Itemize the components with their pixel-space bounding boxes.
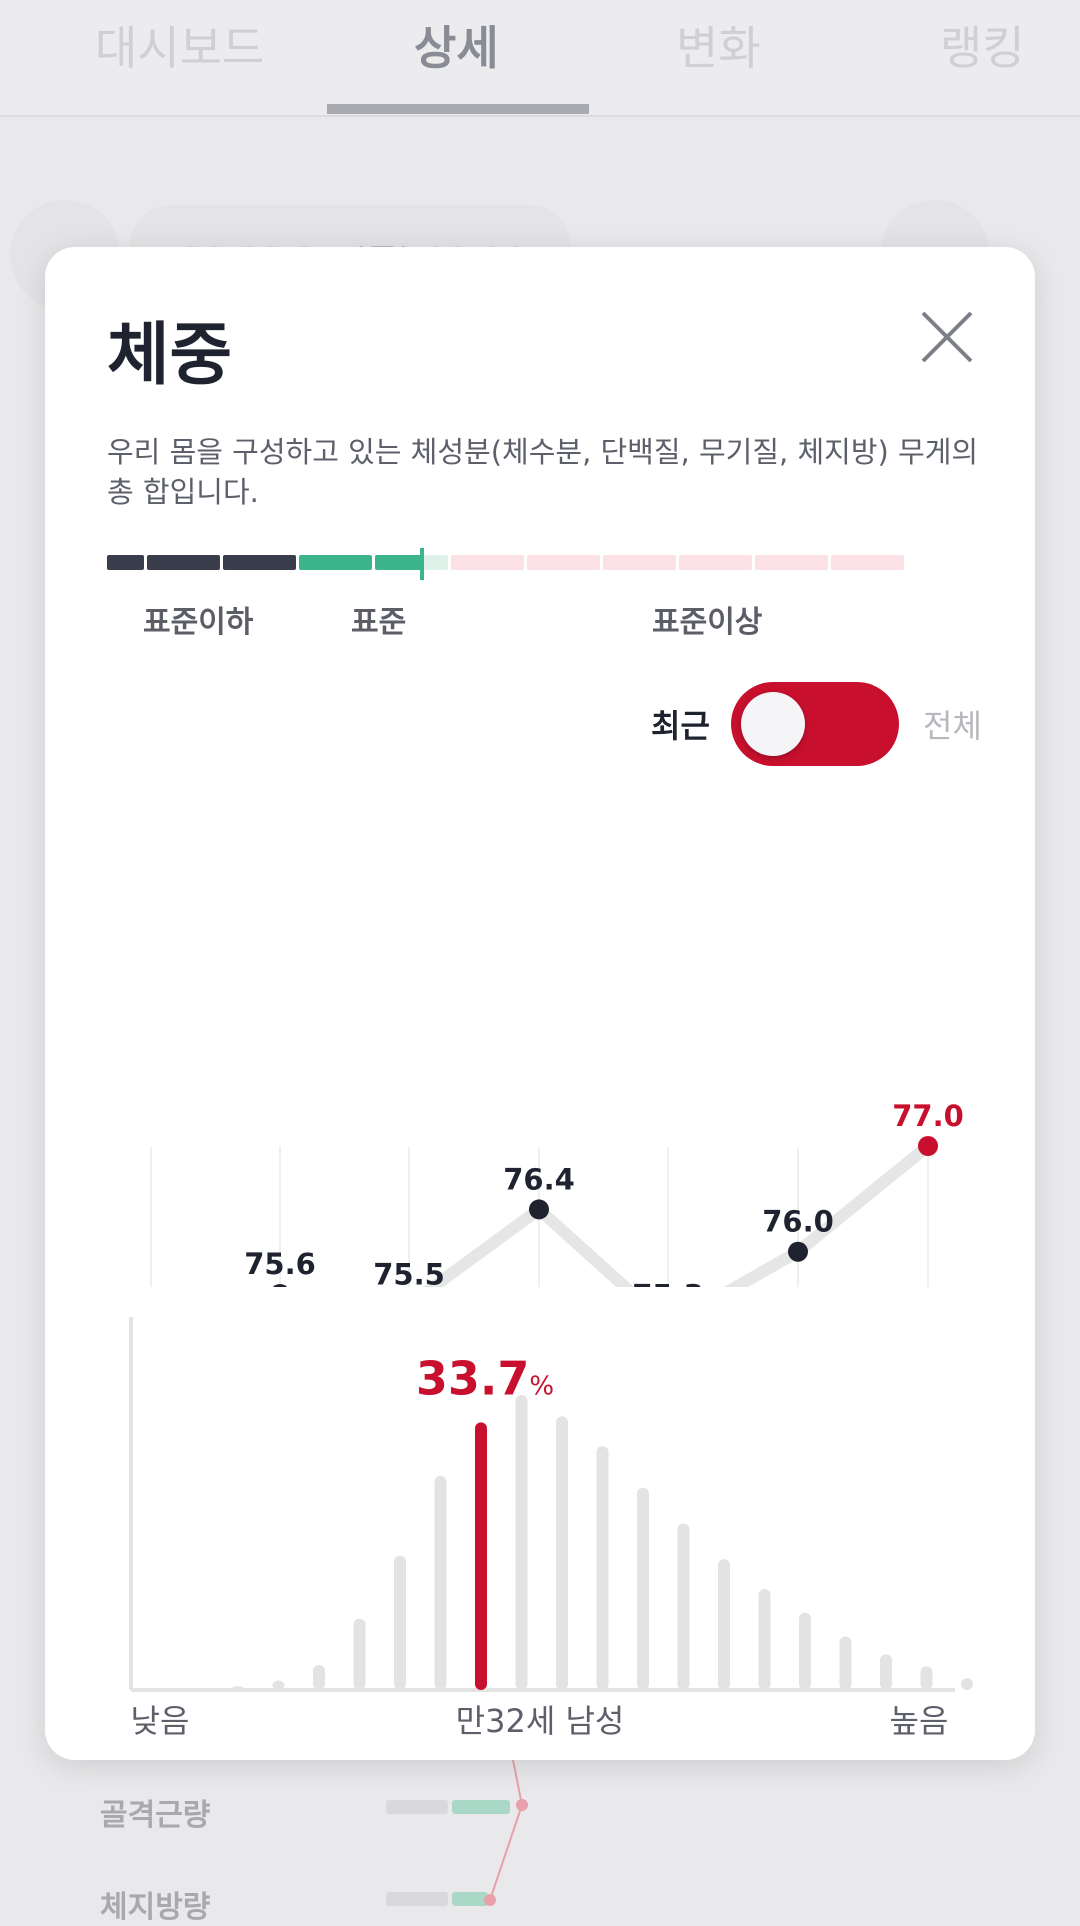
data-label: 75.5 [373,1258,445,1287]
range-toggle-row: 최근 전체 [45,675,1035,766]
peer-distribution-chart: 33.7% 낮음 만32세 남성 높음 [129,1317,973,1740]
toggle-label-recent[interactable]: 최근 [651,707,710,745]
data-point[interactable] [918,1136,938,1156]
toggle-label-all[interactable]: 전체 [923,707,982,745]
tab-bar: 대시보드 상세 변화 랭킹 [0,0,1080,117]
percent-unit: % [529,1371,554,1401]
distribution-bar [920,1666,933,1690]
data-label: 77.0 [892,1099,964,1133]
data-label: 75.3 [632,1279,704,1287]
distribution-bar [232,1686,244,1690]
distribution-bar [839,1636,852,1690]
distribution-bar [475,1422,487,1690]
distribution-bar [637,1487,649,1690]
distribution-bar [434,1475,447,1690]
gauge-label-below: 표준이하 [143,605,254,640]
gauge-label-normal: 표준 [351,605,407,640]
close-icon[interactable] [917,307,977,367]
tab-change[interactable]: 변화 [676,21,761,75]
bg-row-label: 체지방량 [100,1890,211,1925]
distribution-bar [556,1416,568,1690]
distribution-bar [272,1680,285,1690]
distribution-bar [515,1395,528,1690]
distribution-bar [880,1654,892,1690]
gauge-label-above: 표준이상 [652,605,763,640]
data-point[interactable] [270,1284,290,1287]
tab-dashboard[interactable]: 대시보드 [95,21,265,75]
modal-description: 우리 몸을 구성하고 있는 체성분(체수분, 단백질, 무기질, 체지방) 무게… [107,435,979,509]
bg-trend-line [484,1760,528,1906]
distribution-bar [799,1612,811,1690]
modal-title: 체중 [107,316,233,395]
range-toggle[interactable] [731,682,899,766]
x-label-low: 낮음 [131,1702,190,1740]
standard-range-gauge [107,548,1007,580]
weight-detail-modal: 체중 우리 몸을 구성하고 있는 체성분(체수분, 단백질, 무기질, 체지방)… [45,247,1035,1760]
toggle-knob [741,692,805,756]
data-point[interactable] [788,1241,808,1262]
current-value-marker [420,548,424,580]
x-label-high: 높음 [890,1702,949,1740]
distribution-bar [313,1665,325,1690]
weight-trend-chart: 74.923.01.2310:2975.601.3007:5875.502.02… [150,1099,964,1287]
data-label: 76.4 [503,1162,575,1196]
x-label-group: 만32세 남성 [456,1702,625,1740]
distribution-bar [758,1588,771,1690]
data-label: 75.6 [244,1247,316,1281]
distribution-bar [961,1678,973,1690]
bg-row-bar [452,1892,488,1906]
distribution-bar [677,1523,690,1690]
distribution-bar [596,1446,609,1690]
distribution-bar [353,1618,366,1690]
distribution-bar [718,1559,730,1690]
data-label: 76.0 [762,1205,834,1239]
bg-row-bar [452,1800,510,1814]
tab-ranking[interactable]: 랭킹 [940,21,1025,75]
highlight-percent-label: 33.7% [416,1351,554,1405]
bg-row-label: 골격근량 [100,1798,211,1833]
active-tab-indicator [327,104,589,114]
bg-row-bar [386,1800,448,1814]
distribution-bar [394,1555,406,1690]
bg-row-bar [386,1892,448,1906]
tab-detail[interactable]: 상세 [414,21,499,75]
data-point[interactable] [529,1199,549,1220]
